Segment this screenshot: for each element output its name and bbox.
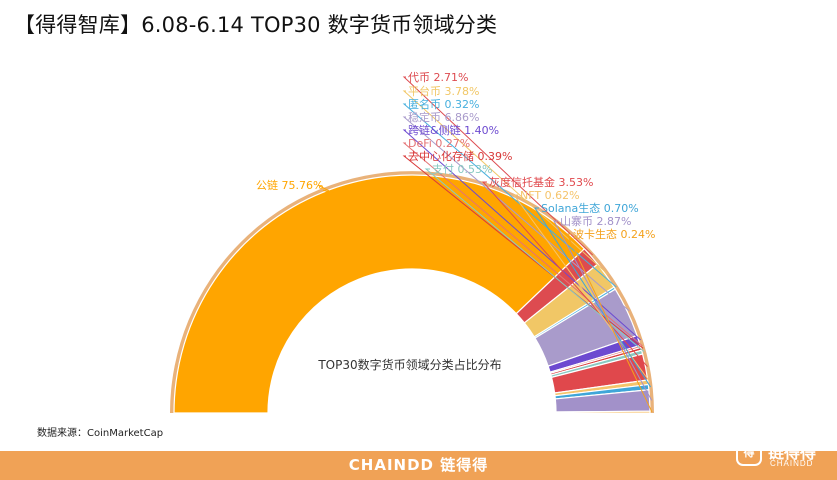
slice-label-9: 支付 0.53% bbox=[432, 163, 492, 176]
half-donut-chart: 公链 75.76% 代币 2.71%平台币 3.78%匿名币 0.32%稳定币 6… bbox=[170, 71, 655, 414]
leader-line-4 bbox=[402, 103, 617, 288]
leader-line-1 bbox=[317, 184, 334, 194]
data-source-note: 数据来源：CoinMarketCap bbox=[37, 428, 164, 439]
footer-brand: CHAINDD 链得得 bbox=[348, 456, 489, 474]
slice-label-5: 稳定币 6.86% bbox=[408, 110, 479, 124]
leader-line-3 bbox=[402, 90, 609, 275]
leader-line-10 bbox=[481, 181, 648, 367]
slice-label-14: 波卡生态 0.24% bbox=[573, 227, 655, 241]
slice-label-2: 代币 2.71% bbox=[408, 71, 468, 84]
page-title: 【得得智库】6.08-6.14 TOP30 数字货币领域分类 bbox=[14, 13, 498, 37]
logo-name: 链得得 bbox=[768, 443, 817, 462]
leader-line-9 bbox=[424, 168, 645, 353]
slice-label-3: 平台币 3.78% bbox=[408, 84, 479, 98]
logo-subtitle: CHAINDD bbox=[770, 459, 814, 468]
leader-line-5 bbox=[402, 116, 630, 312]
slice-label-4: 匿名币 0.32% bbox=[408, 97, 479, 111]
slice-label-7: DeFi 0.27% bbox=[408, 137, 470, 150]
slice-1 bbox=[173, 174, 586, 414]
logo-mark-icon: 得 bbox=[736, 440, 762, 466]
leader-line-7 bbox=[402, 142, 643, 347]
slice-label-11: NFT 0.62% bbox=[520, 189, 580, 202]
slice-label-1: 公链 75.76% bbox=[256, 178, 323, 192]
leader-line-14 bbox=[566, 233, 653, 413]
slice-label-13: 山寨币 2.87% bbox=[560, 214, 631, 228]
slice-label-6: 跨链&侧链 1.40% bbox=[408, 123, 499, 137]
slice-14 bbox=[555, 410, 651, 414]
chart-center-label: TOP30数字货币领域分类占比分布 bbox=[317, 357, 501, 372]
leader-line-13 bbox=[553, 220, 653, 401]
leader-line-11 bbox=[513, 194, 651, 383]
chaindd-logo: 得 链得得 CHAINDD bbox=[736, 436, 832, 470]
footer-bar: CHAINDD 链得得 bbox=[0, 451, 837, 480]
slice-label-8: 去中心化存储 0.39% bbox=[408, 149, 512, 163]
slice-label-10: 灰度信托基金 3.53% bbox=[489, 175, 593, 189]
leader-line-2 bbox=[402, 76, 594, 256]
slice-label-12: Solana生态 0.70% bbox=[541, 201, 639, 215]
